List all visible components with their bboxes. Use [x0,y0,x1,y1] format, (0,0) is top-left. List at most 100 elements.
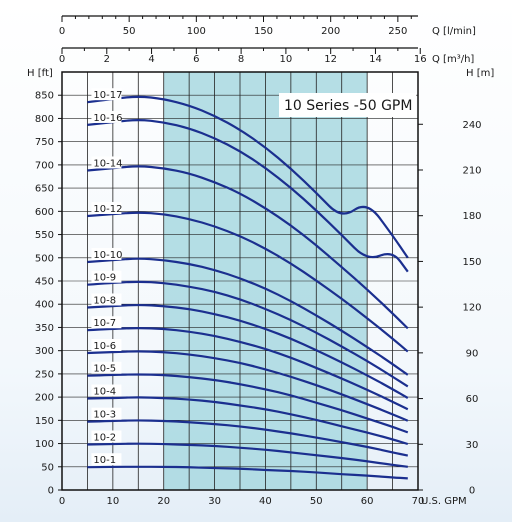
x-tick-gpm: 10 [106,496,119,507]
y-tick-ft: 150 [35,416,54,427]
curve-10-2 [87,442,408,468]
y-tick-m: 180 [462,211,481,222]
x-tick-m3h: 16 [414,54,427,65]
x-tick-gpm: 20 [157,496,170,507]
y-tick-ft: 0 [48,486,54,497]
y-tick-ft: 650 [35,184,54,195]
y-tick-ft: 400 [35,300,54,311]
y-axis-label-m: H [m] [466,68,494,79]
curve-label-10-16: 10-16 [93,113,122,124]
x-tick-lmin: 50 [123,26,136,37]
curve-10-8 [87,303,409,399]
x-tick-m3h: 14 [369,54,382,65]
y-tick-m: 30 [466,440,479,451]
x-tick-lmin: 100 [187,26,206,37]
x-axis-label-lmin: Q [l/min] [432,26,476,37]
y-tick-m: 60 [466,394,479,405]
x-tick-m3h: 12 [324,54,337,65]
curve-label-10-17: 10-17 [93,90,122,101]
curve-10-10 [87,257,409,376]
x-tick-m3h: 0 [59,54,65,65]
curve-label-bg [91,88,122,101]
y-tick-ft: 50 [41,462,54,473]
curve-10-4 [87,396,409,446]
curve-label-10-10: 10-10 [93,250,122,261]
curve-label-10-5: 10-5 [93,364,116,375]
curve-label-bg [91,201,122,214]
y-tick-m: 240 [462,120,481,131]
x-tick-lmin: 150 [254,26,273,37]
curve-labels: 10-17 10-16 10-14 10-12 10-10 10-9 10-8 10-7 10-… [91,88,122,466]
curve-label-bg [91,361,122,374]
curve-label-bg [91,453,122,466]
curves [87,95,409,480]
curve-label-bg [91,430,122,443]
curve-label-10-8: 10-8 [93,295,116,306]
curve-label-bg [91,407,122,420]
curve-10-12 [87,211,409,353]
x-tick-m3h: 2 [104,54,110,65]
curve-label-bg [91,270,122,283]
y-tick-ft: 450 [35,277,54,288]
x-tick-m3h: 10 [280,54,293,65]
curve-label-10-4: 10-4 [93,387,116,398]
curve-10-14 [87,165,409,330]
x-tick-m3h: 6 [193,54,199,65]
x-tick-gpm: 50 [310,496,323,507]
x-tick-lmin: 0 [59,26,65,37]
curve-10-9 [87,280,409,388]
curve-10-3 [87,419,409,457]
y-tick-ft: 200 [35,393,54,404]
x-tick-lmin: 200 [321,26,340,37]
y-tick-ft: 300 [35,346,54,357]
curve-label-10-7: 10-7 [93,318,116,329]
y-tick-ft: 350 [35,323,54,334]
curve-label-10-2: 10-2 [93,432,116,443]
x-tick-gpm: 40 [259,496,272,507]
y-tick-ft: 800 [35,114,54,125]
x-axis-label-gpm: U.S. GPM [421,496,467,507]
curve-label-bg [91,156,122,169]
x-tick-gpm: 70 [412,496,425,507]
y-tick-ft: 750 [35,137,54,148]
title-box [279,93,416,117]
y-tick-m: 0 [469,486,475,497]
curve-label-bg [91,110,122,123]
y-tick-ft: 700 [35,160,54,171]
chart-title: 10 Series -50 GPM [284,98,412,114]
x-tick-gpm: 60 [361,496,374,507]
x-tick-m3h: 8 [238,54,244,65]
curve-label-10-6: 10-6 [93,341,116,352]
curve-label-bg [91,247,122,260]
y-tick-m: 150 [462,257,481,268]
curve-label-bg [91,293,122,306]
curve-10-5 [87,373,409,434]
y-tick-ft: 100 [35,439,54,450]
x-tick-gpm: 30 [208,496,221,507]
y-tick-ft: 550 [35,230,54,241]
curve-10-17 [87,95,409,259]
curve-label-bg [91,338,122,351]
curve-label-10-12: 10-12 [93,204,122,215]
y-tick-m: 90 [466,348,479,359]
y-tick-m: 120 [462,303,481,314]
y-tick-ft: 600 [35,207,54,218]
x-tick-gpm: 0 [59,496,65,507]
curve-label-10-14: 10-14 [93,158,122,169]
curve-label-bg [91,316,122,329]
curve-10-1 [87,465,408,480]
curve-10-7 [87,327,409,411]
curve-10-16 [87,119,409,273]
y-tick-ft: 850 [35,91,54,102]
curve-10-6 [87,350,409,422]
x-axis-label-m3h: Q [m³/h] [432,54,474,65]
curve-label-10-1: 10-1 [93,455,116,466]
axes: 0 10 20 30 40 50 60 70U.S. GPM05010015020025030… [27,15,494,507]
curve-label-10-9: 10-9 [93,273,116,284]
y-tick-ft: 500 [35,253,54,264]
y-tick-m: 210 [462,165,481,176]
x-tick-lmin: 250 [388,26,407,37]
y-tick-ft: 250 [35,369,54,380]
